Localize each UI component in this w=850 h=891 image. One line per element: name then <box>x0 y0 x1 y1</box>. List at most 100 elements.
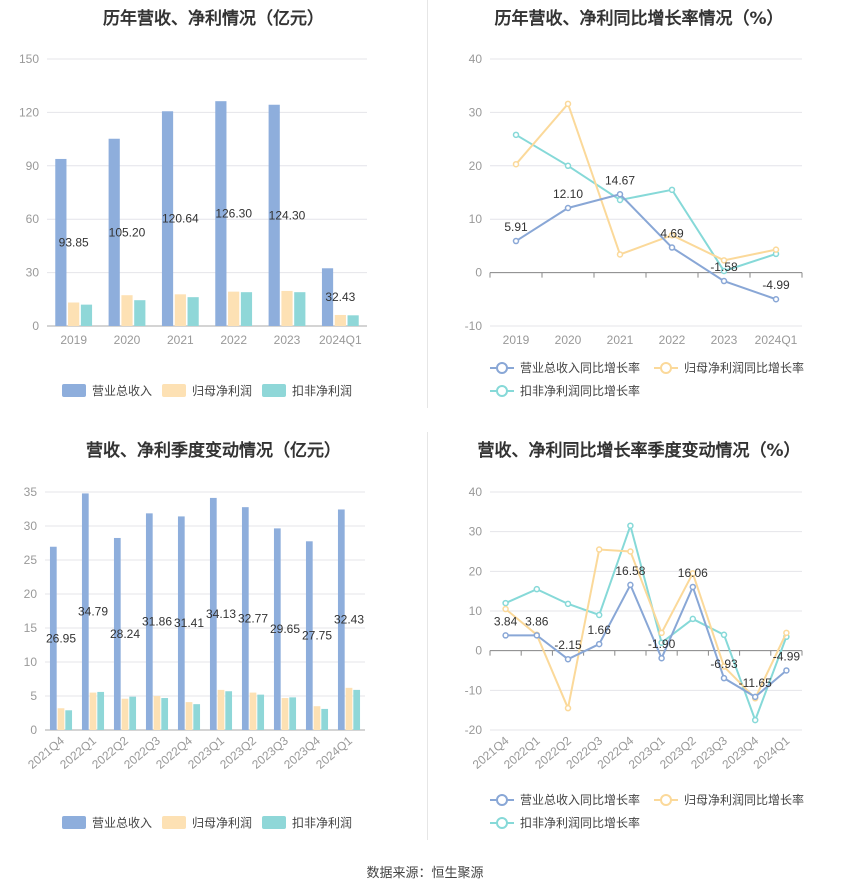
series-line <box>504 548 788 712</box>
data-point <box>564 704 572 712</box>
bar <box>209 497 217 730</box>
data-point <box>720 663 728 670</box>
data-label: 32.43 <box>334 613 364 627</box>
data-label: 120.64 <box>162 212 199 226</box>
chart-title: 历年营收、净利情况（亿元） <box>103 9 324 29</box>
data-point <box>668 244 676 251</box>
bar <box>68 302 80 326</box>
y-tick-label: 0 <box>30 723 37 737</box>
bar <box>241 507 249 730</box>
bar <box>334 314 346 326</box>
legend-label: 营业总收入 <box>92 384 152 398</box>
data-label: 124.30 <box>269 208 306 222</box>
y-tick-label: 10 <box>469 604 483 618</box>
quarterly-growth-panel: 营收、净利同比增长率季度变动情况（%） -20 -10 0 10 20 30 40 2021Q… <box>428 432 850 852</box>
data-label: -6.93 <box>710 657 738 671</box>
series-line <box>505 522 788 723</box>
data-point <box>720 674 728 682</box>
data-point <box>595 611 603 619</box>
data-point <box>689 615 697 623</box>
bar <box>257 694 265 730</box>
legend-label: 营业总收入同比增长率 <box>520 360 640 375</box>
data-label: 126.30 <box>215 207 252 221</box>
data-label: 16.06 <box>678 566 708 580</box>
bar <box>240 292 253 326</box>
bar <box>294 292 306 326</box>
bar <box>97 691 105 730</box>
data-label: 27.75 <box>302 629 332 643</box>
quarterly-bar-chart: 051015202530352021Q42022Q12022Q22022Q320… <box>24 485 365 830</box>
annual-bar-panel: 历年营收、净利情况（亿元） 0 30 60 90 120 150 2019 2020 2021 2… <box>0 0 427 420</box>
data-label: 14.67 <box>605 173 635 187</box>
legend-swatch <box>62 384 86 397</box>
bar <box>121 698 129 730</box>
data-label: 31.41 <box>174 616 204 630</box>
y-tick-label: 20 <box>469 159 483 173</box>
legend-marker <box>496 362 508 374</box>
bar <box>281 698 289 730</box>
data-point <box>616 191 624 198</box>
data-point <box>564 100 572 108</box>
data-point <box>502 599 509 607</box>
legend-label: 扣非净利润 <box>292 816 352 830</box>
y-tick-label: 60 <box>26 212 40 226</box>
bar <box>337 509 345 730</box>
data-label: 26.95 <box>46 631 76 645</box>
data-label: 4.69 <box>660 227 684 241</box>
bar <box>187 297 199 326</box>
bar <box>145 513 153 730</box>
legend-swatch <box>162 816 186 829</box>
data-point <box>512 131 520 139</box>
y-tick-label: 0 <box>475 266 482 280</box>
data-point <box>720 631 728 639</box>
x-tick-label: 2024Q1 <box>751 733 793 771</box>
data-point <box>751 716 759 724</box>
data-label: 93.85 <box>59 235 89 249</box>
data-point <box>689 570 697 577</box>
series-line <box>515 133 777 273</box>
legend-swatch <box>262 816 286 829</box>
bar <box>81 493 89 730</box>
bar <box>305 541 313 730</box>
data-point <box>783 667 790 674</box>
y-tick-label: 20 <box>24 587 38 601</box>
chart-title: 营收、净利季度变动情况（亿元） <box>86 441 341 461</box>
y-tick-label: 35 <box>24 485 38 499</box>
data-point <box>720 257 728 264</box>
data-point <box>668 186 676 194</box>
data-point <box>564 600 572 608</box>
bar <box>129 696 137 730</box>
bar <box>321 708 329 730</box>
data-label: 105.20 <box>109 225 146 239</box>
data-label: -1.90 <box>648 637 676 651</box>
data-point <box>658 639 665 646</box>
bar <box>55 158 67 326</box>
data-point <box>564 162 572 170</box>
y-tick-label: -10 <box>465 683 483 697</box>
annual-growth-chart: -10 0 10 20 30 40 2019 2020 2021 2022 2023 2024Q1 5.… <box>465 52 804 398</box>
legend-label: 归母净利润 <box>192 816 252 830</box>
data-point <box>627 522 634 529</box>
data-point <box>689 583 697 591</box>
bar <box>89 692 97 730</box>
bar <box>249 692 257 730</box>
legend-label: 归母净利润同比增长率 <box>684 792 804 807</box>
y-tick-label: 30 <box>26 266 40 280</box>
series-line <box>505 582 788 699</box>
legend-label: 扣非净利润同比增长率 <box>520 815 640 830</box>
x-tick-label: 2020 <box>555 333 582 347</box>
series-line <box>515 193 777 301</box>
y-tick-label: 30 <box>469 105 483 119</box>
legend-marker <box>496 794 508 806</box>
legend-label: 归母净利润 <box>192 384 252 398</box>
bar <box>345 687 353 730</box>
data-point <box>616 251 624 258</box>
data-label: 28.24 <box>110 627 140 641</box>
chart-title: 营收、净利同比增长率季度变动情况（%） <box>477 441 801 461</box>
bar <box>185 702 193 730</box>
legend-swatch <box>62 816 86 829</box>
x-tick-label: 2024Q1 <box>755 333 798 347</box>
data-point <box>595 640 603 648</box>
data-point <box>772 246 780 253</box>
y-tick-label: 90 <box>26 159 40 173</box>
